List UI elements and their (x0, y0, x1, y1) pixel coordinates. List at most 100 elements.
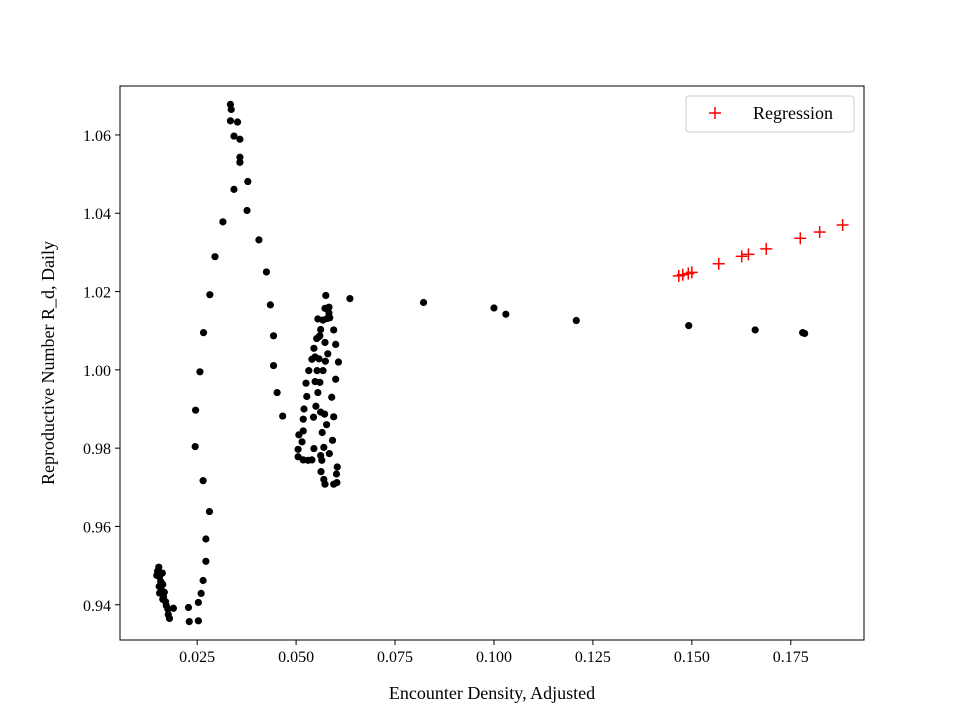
data-point (321, 480, 329, 488)
data-point (158, 569, 166, 577)
data-point (299, 415, 307, 423)
data-point (490, 304, 498, 312)
data-point (266, 301, 274, 309)
data-point (318, 428, 326, 437)
data-point (312, 402, 320, 410)
regression-point (836, 218, 849, 231)
data-point (298, 438, 306, 446)
y-tick-label: 1.06 (83, 128, 111, 145)
legend-label-regression: Regression (753, 103, 833, 123)
data-point (199, 576, 207, 585)
data-point (230, 132, 238, 140)
data-point (236, 158, 244, 166)
data-point (236, 153, 244, 161)
regression-point (794, 232, 807, 245)
data-point (197, 589, 205, 598)
data-point (273, 388, 281, 397)
data-point (233, 118, 242, 126)
series-regression (672, 218, 849, 282)
data-point (316, 332, 324, 340)
data-point (164, 605, 172, 613)
y-tick-label: 0.96 (83, 519, 111, 536)
plot-frame (119, 85, 865, 641)
legend-box (685, 95, 855, 133)
data-point (310, 444, 318, 453)
x-tick-label: 0.025 (179, 649, 215, 666)
data-point (328, 393, 336, 401)
data-point (211, 253, 219, 261)
data-point (279, 412, 287, 420)
data-point (219, 218, 227, 226)
data-point (169, 604, 178, 612)
data-point (185, 617, 193, 626)
data-point (319, 367, 327, 375)
data-point (325, 309, 333, 317)
y-tick-label: 0.98 (83, 441, 111, 458)
points-layer (153, 100, 849, 626)
data-point (305, 367, 313, 375)
data-point (321, 410, 329, 418)
data-point (230, 185, 238, 193)
data-point (310, 344, 318, 352)
data-point (302, 379, 310, 387)
data-point (202, 535, 210, 543)
data-point (316, 378, 324, 386)
data-point (184, 603, 193, 612)
data-point (318, 456, 326, 464)
data-point (244, 177, 252, 186)
y-tick-label: 1.04 (83, 206, 111, 223)
data-point (751, 326, 759, 334)
data-point (159, 595, 167, 603)
data-point (227, 105, 235, 114)
data-point (572, 316, 580, 325)
data-point (346, 294, 354, 303)
data-point (206, 291, 214, 299)
data-point (328, 436, 337, 444)
data-point (314, 388, 322, 397)
data-point (330, 413, 338, 421)
regression-point (676, 268, 689, 281)
data-point (153, 571, 161, 579)
data-point (322, 291, 330, 300)
data-point (323, 314, 331, 323)
regression-point (760, 242, 773, 255)
regression-point (712, 257, 725, 270)
regression-point (735, 250, 748, 263)
x-tick-label: 0.125 (575, 649, 611, 666)
data-point (309, 413, 318, 421)
x-axis: 0.025 0.050 0.075 0.100 0.125 0.150 0.175 (179, 640, 809, 666)
legend-marker-regression (709, 107, 721, 119)
data-point (321, 338, 329, 347)
data-point (322, 421, 331, 429)
data-point (333, 463, 341, 471)
data-point (299, 427, 307, 435)
data-point (320, 443, 328, 451)
data-point (194, 617, 202, 625)
legend: Regression (685, 95, 855, 133)
y-axis: 0.94 0.96 0.98 1.00 1.02 1.04 1.06 (83, 128, 120, 615)
data-point (191, 442, 199, 451)
data-point (324, 350, 332, 358)
data-point (294, 453, 302, 461)
data-point (332, 470, 341, 478)
data-point (502, 310, 510, 318)
data-point (332, 375, 340, 383)
x-tick-label: 0.175 (773, 649, 809, 666)
data-point (191, 406, 200, 414)
x-tick-label: 0.150 (674, 649, 710, 666)
data-point (294, 445, 302, 453)
data-point (685, 322, 693, 330)
data-point (155, 589, 164, 597)
data-point (226, 117, 235, 125)
regression-point (742, 248, 755, 261)
data-point (317, 325, 325, 334)
series-observed (153, 100, 809, 626)
data-point (262, 268, 271, 276)
x-axis-label: Encounter Density, Adjusted (389, 683, 595, 703)
data-point (196, 368, 204, 376)
data-point (304, 456, 312, 464)
data-point (269, 361, 278, 370)
data-point (330, 326, 338, 334)
data-point (321, 357, 329, 365)
